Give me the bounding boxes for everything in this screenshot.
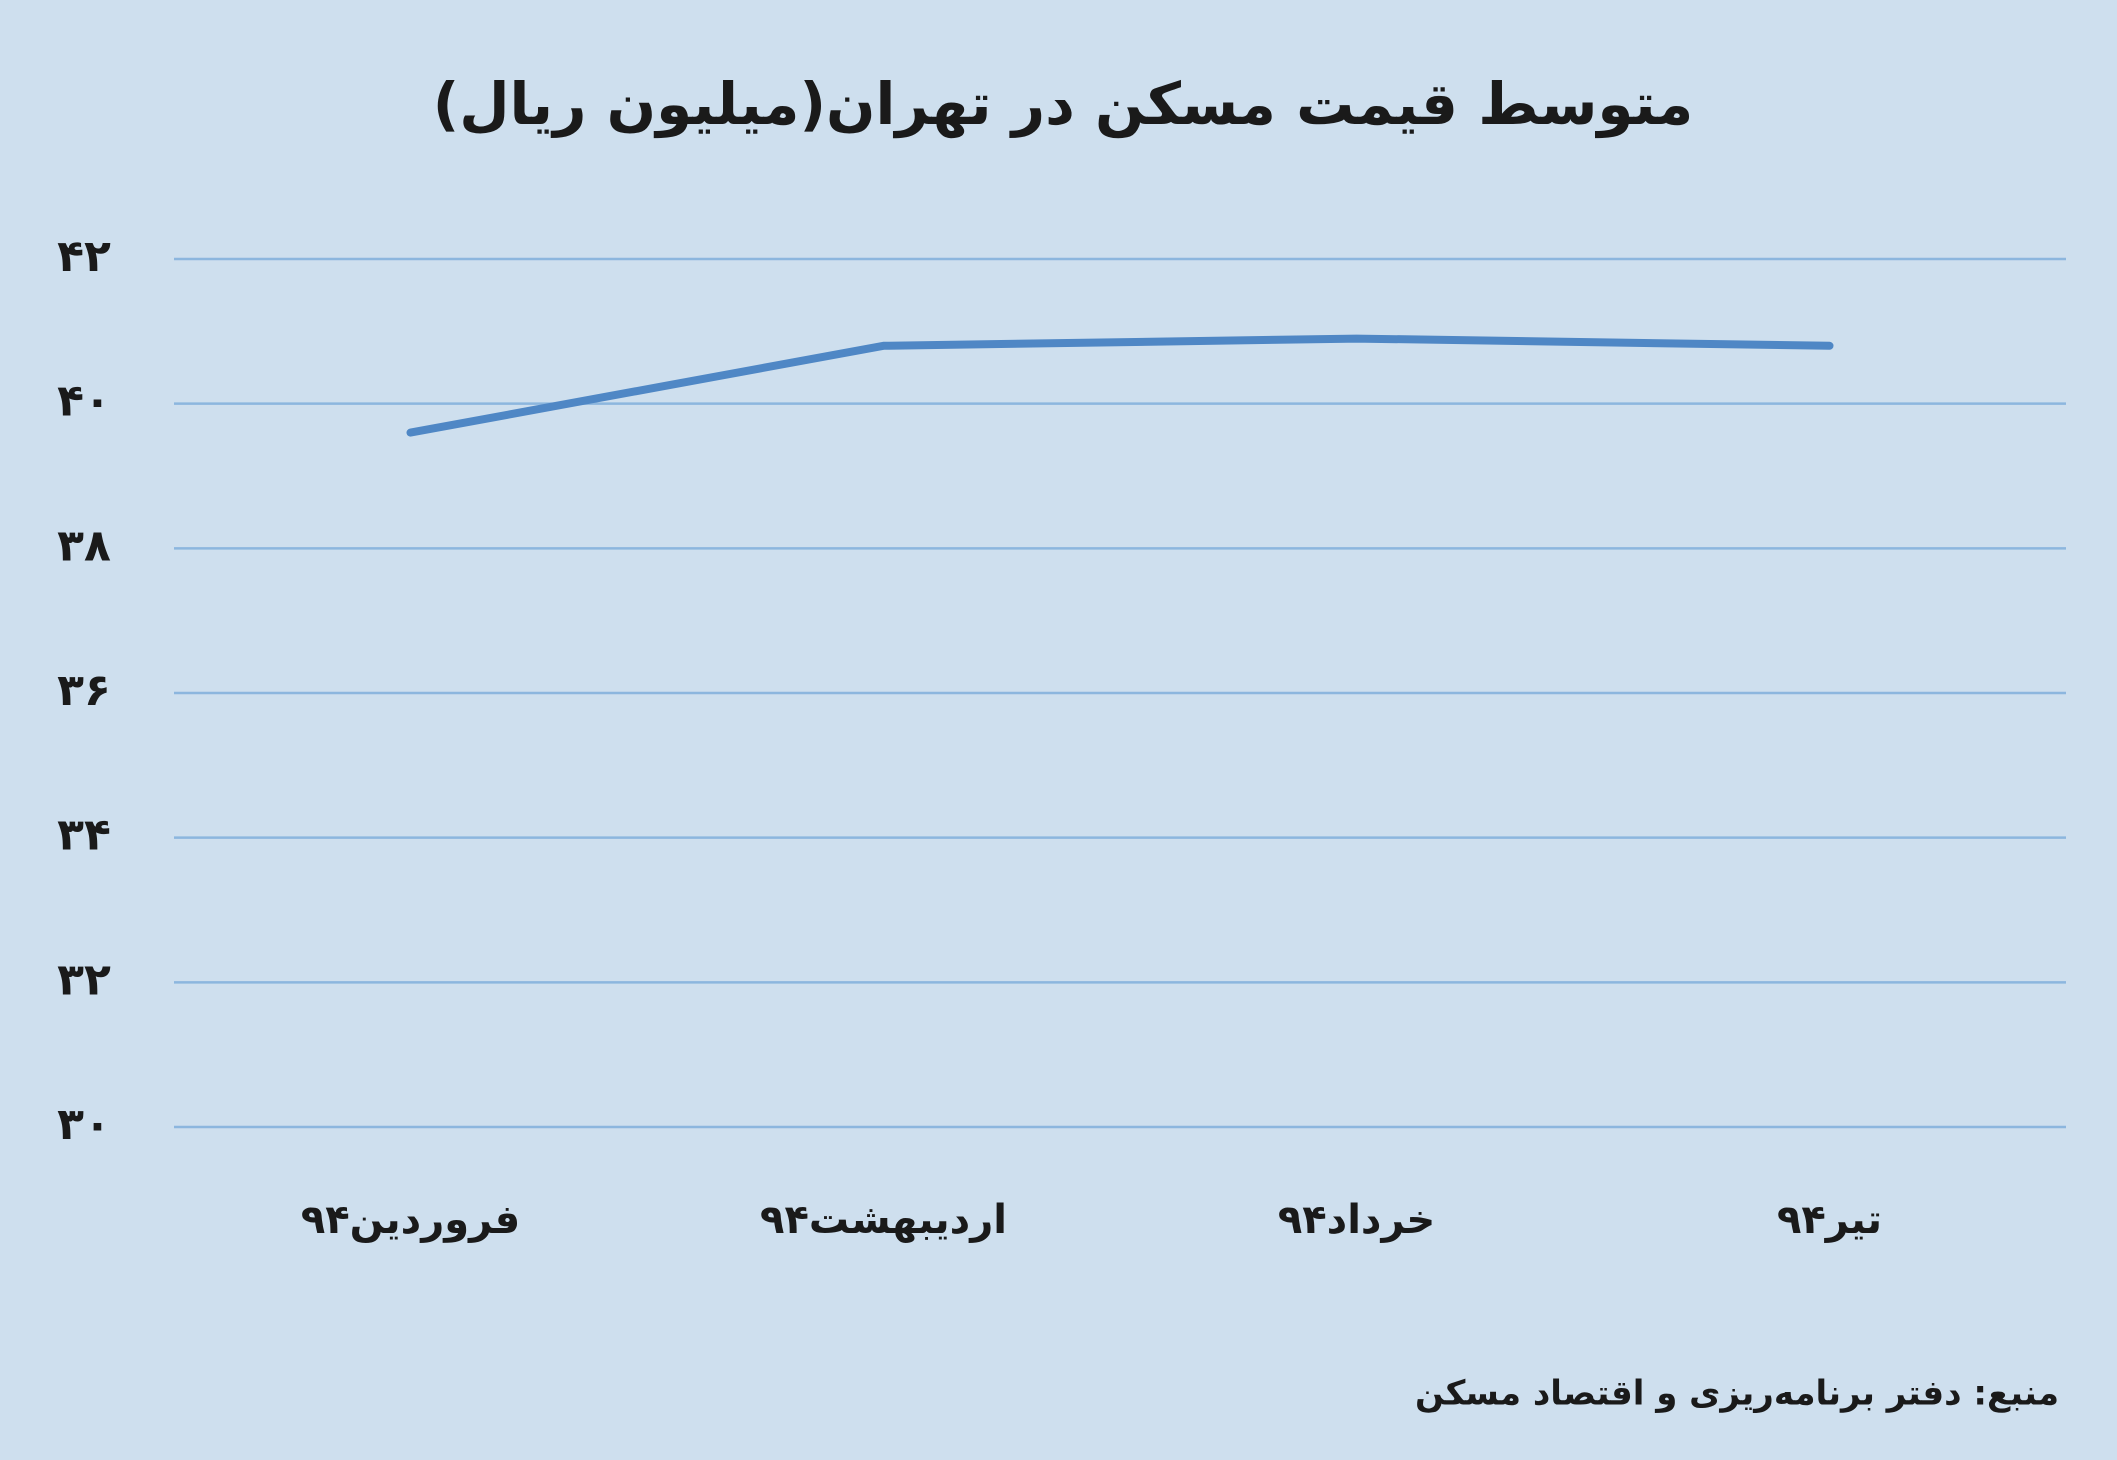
source-note: منبع: دفتر برنامه‌ریزی و اقتصاد مسکن: [1415, 1374, 2059, 1414]
x-tick-label: اردیبهشت۹۴: [760, 1197, 1007, 1243]
y-tick-label: ۳۶: [57, 665, 111, 716]
x-tick-label: تیر۹۴: [1777, 1197, 1882, 1243]
data-line: [406, 334, 1834, 437]
x-tick-label: فروردین۹۴: [301, 1197, 520, 1243]
chart-title: متوسط قیمت مسکن در تهران(میلیون ریال): [433, 70, 1694, 139]
y-tick-label: ۳۸: [57, 520, 111, 571]
y-tick-label: ۳۰: [57, 1099, 111, 1150]
x-tick-label: خرداد۹۴: [1278, 1197, 1435, 1243]
y-tick-label: ۴۲: [57, 231, 111, 282]
y-tick-label: ۳۴: [57, 810, 111, 861]
y-tick-label: ۳۲: [57, 954, 111, 1005]
y-tick-label: ۴۰: [57, 376, 111, 427]
